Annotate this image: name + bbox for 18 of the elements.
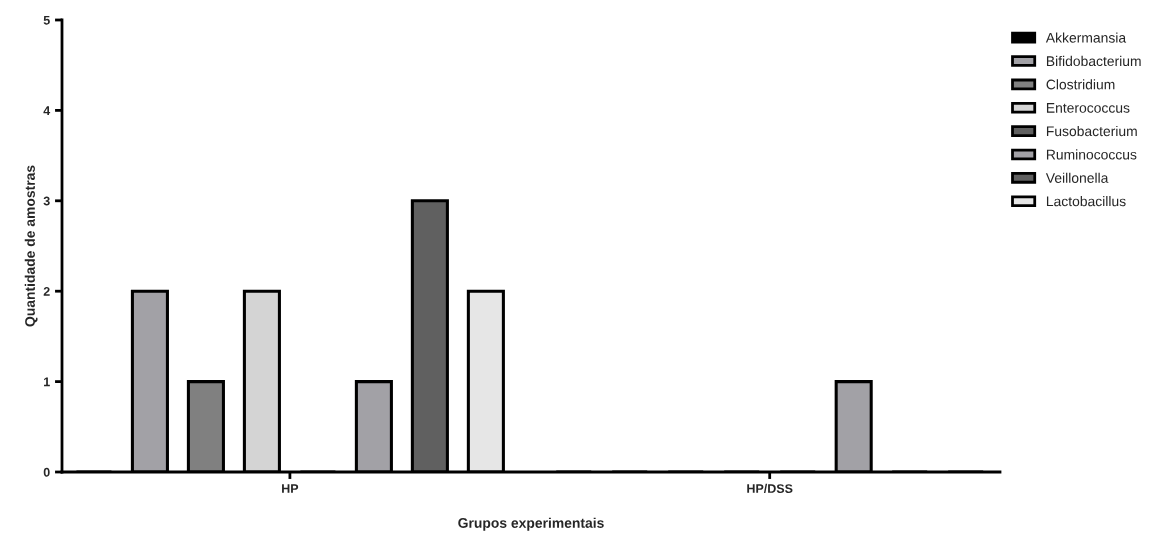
legend-label: Ruminococcus <box>1046 149 1137 160</box>
legend-label: Fusobacterium <box>1046 125 1137 137</box>
y-tick-label: 5 <box>43 15 50 25</box>
y-tick-label: 3 <box>43 196 50 206</box>
y-tick-label: 1 <box>44 377 50 387</box>
legend-label: Lactobacillus <box>1046 196 1126 207</box>
legend-label: Veillonella <box>1045 172 1109 183</box>
x-tick-label: HP/DSS <box>747 483 793 494</box>
legend-label: Clostridium <box>1046 79 1115 90</box>
y-tick-label: 2 <box>43 287 50 296</box>
y-tick-label: 0 <box>43 467 50 477</box>
x-tick-label: HP <box>282 484 299 493</box>
legend-label: Bifidobacterium <box>1046 55 1141 67</box>
legend-label: Enterococcus <box>1046 103 1130 113</box>
y-axis-title: Quantidade de amostras <box>24 165 38 327</box>
x-axis-title: Grupos experimentais <box>458 517 604 531</box>
legend-label: Akkermansia <box>1045 32 1127 43</box>
y-tick-label: 4 <box>43 106 51 115</box>
